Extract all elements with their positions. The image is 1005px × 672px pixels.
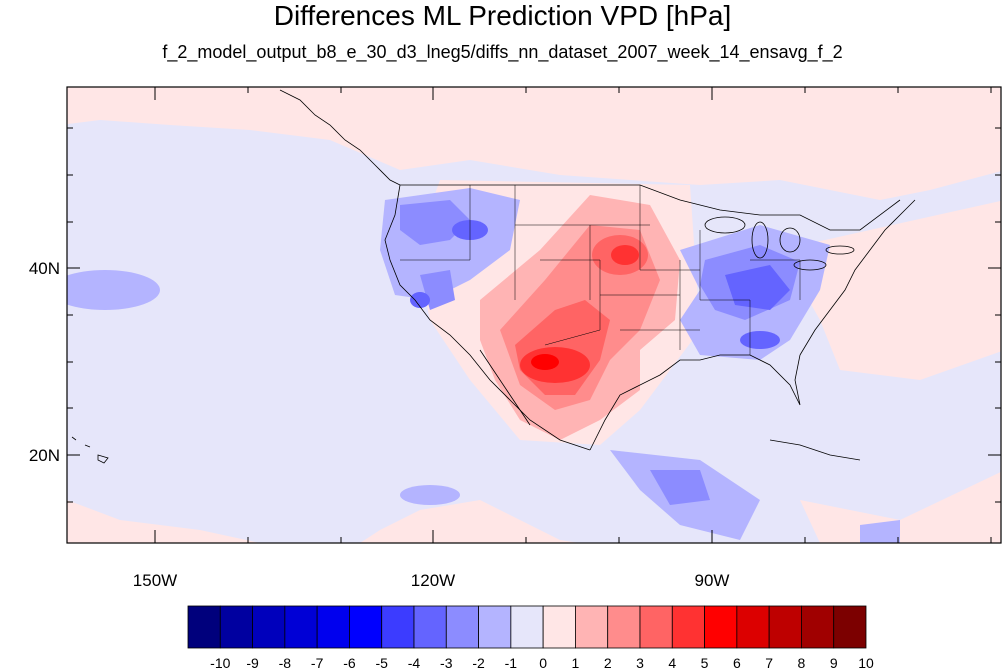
colorbar-swatch (542, 605, 576, 649)
colorbar-label: 2 (604, 655, 612, 671)
colorbar-label: 8 (798, 655, 806, 671)
colorbar-label: -6 (343, 655, 356, 671)
colorbar-label: 10 (858, 655, 874, 671)
coastlines (71, 89, 916, 464)
state-borders (400, 185, 801, 355)
colorbar-swatch (768, 605, 802, 649)
lat-tick-marks (67, 127, 1001, 503)
colorbar-label: -3 (440, 655, 453, 671)
colorbar-label: -4 (408, 655, 421, 671)
colorbar-label: 4 (668, 655, 676, 671)
colorbar-swatch (284, 605, 318, 649)
colorbar-swatch (381, 605, 415, 649)
colorbar-label: -1 (505, 655, 518, 671)
chart-title: Differences ML Prediction VPD [hPa] (273, 0, 732, 31)
colorbar-label: -5 (375, 655, 388, 671)
colorbar-swatch (316, 605, 350, 649)
lon-label-150w: 150W (133, 571, 177, 590)
colorbar-label: 7 (765, 655, 773, 671)
colorbar-swatch (639, 605, 673, 649)
anomaly-patches (67, 87, 1001, 543)
colorbar-swatch (736, 605, 770, 649)
colorbar-label: 0 (539, 655, 547, 671)
colorbar-label: 1 (572, 655, 580, 671)
colorbar-swatch (704, 605, 738, 649)
colorbar-label: 3 (636, 655, 644, 671)
lon-label-90w: 90W (695, 571, 730, 590)
colorbar-label: 6 (733, 655, 741, 671)
lon-label-120w: 120W (411, 571, 455, 590)
lon-tick-marks (154, 87, 992, 543)
lat-label-20n: 20N (29, 446, 60, 465)
colorbar-swatch (607, 605, 641, 649)
colorbar-label: -10 (210, 655, 230, 671)
chart-subtitle: f_2_model_output_b8_e_30_d3_lneg5/diffs_… (162, 42, 843, 62)
colorbar-swatch (575, 605, 609, 649)
colorbar-swatch (833, 605, 867, 649)
colorbar-swatch (478, 605, 512, 649)
red-patches-5 (531, 354, 559, 370)
colorbar-label: 5 (701, 655, 709, 671)
colorbar-label: -7 (311, 655, 324, 671)
colorbar-label: -9 (246, 655, 259, 671)
colorbar-swatch (671, 605, 705, 649)
colorbar-swatch (349, 605, 383, 649)
colorbar-swatch (445, 605, 479, 649)
colorbar-label: -8 (279, 655, 292, 671)
colorbar-swatch (510, 605, 544, 649)
colorbar: -10 -9 -8 -7 -6 -5 -4 -3 -2 -1 0 1 2 3 4 5 6 7 8 9 10 (187, 605, 874, 671)
lat-label-40n: 40N (29, 259, 60, 278)
colorbar-swatch (219, 605, 253, 649)
colorbar-label: -2 (472, 655, 485, 671)
colorbar-swatch (187, 605, 221, 649)
colorbar-swatch (252, 605, 286, 649)
colorbar-swatch (801, 605, 835, 649)
colorbar-swatch (413, 605, 447, 649)
colorbar-label: 9 (830, 655, 838, 671)
